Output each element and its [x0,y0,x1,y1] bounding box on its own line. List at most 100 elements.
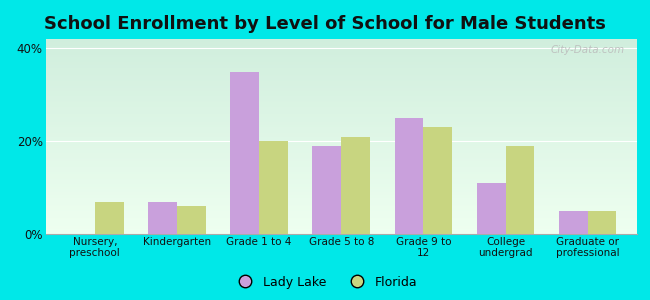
Bar [46,187,637,188]
Bar [46,57,637,58]
Bar [46,198,637,200]
Bar [46,169,637,171]
Bar [46,143,637,145]
Bar [46,127,637,128]
Bar [46,232,637,234]
Bar [46,71,637,73]
Bar [46,146,637,148]
Bar [588,211,616,234]
Bar [46,86,637,88]
Bar [46,176,637,177]
Bar [46,159,637,161]
Bar [46,85,637,86]
Bar [46,60,637,62]
Bar [313,146,341,234]
Bar [46,133,637,135]
Bar [46,166,637,167]
Bar [46,224,637,226]
Bar [46,70,637,71]
Text: City-Data.com: City-Data.com [551,45,625,55]
Bar [46,109,637,110]
Bar [46,200,637,202]
Bar [46,88,637,89]
Bar [46,167,637,169]
Bar [46,94,637,96]
Bar [46,114,637,116]
Bar [259,141,288,234]
Bar [46,226,637,227]
Bar [46,101,637,102]
Bar [46,188,637,190]
Bar [506,146,534,234]
Bar [46,205,637,206]
Bar [46,180,637,182]
Bar [46,206,637,208]
Bar [46,141,637,143]
Bar [46,219,637,221]
Bar [46,96,637,98]
Bar [46,67,637,68]
Bar [46,136,637,138]
Bar [46,151,637,153]
Bar [46,47,637,49]
Bar [46,161,637,163]
Bar [559,211,588,234]
Bar [46,145,637,146]
Bar [46,83,637,85]
Bar [46,218,637,219]
Bar [46,73,637,75]
Bar [46,93,637,94]
Text: School Enrollment by Level of School for Male Students: School Enrollment by Level of School for… [44,15,606,33]
Bar [46,63,637,65]
Bar [46,78,637,80]
Bar [46,107,637,109]
Bar [46,184,637,185]
Bar [46,211,637,213]
Bar [46,156,637,158]
Bar [46,214,637,216]
Bar [46,148,637,149]
Bar [46,81,637,83]
Bar [46,42,637,44]
Bar [477,183,506,234]
Bar [395,118,423,234]
Bar [46,91,637,93]
Bar [46,130,637,132]
Bar [46,227,637,229]
Bar [46,229,637,231]
Bar [46,171,637,172]
Bar [177,206,205,234]
Bar [46,190,637,192]
Bar [46,55,637,57]
Bar [46,221,637,223]
Bar [341,136,370,234]
Bar [46,154,637,156]
Bar [46,185,637,187]
Bar [148,202,177,234]
Bar [46,163,637,164]
Bar [46,80,637,81]
Bar [46,54,637,55]
Bar [46,58,637,60]
Bar [46,140,637,141]
Bar [46,128,637,130]
Bar [46,118,637,120]
Bar [46,223,637,224]
Bar [46,210,637,211]
Bar [46,52,637,54]
Bar [46,153,637,154]
Bar [46,213,637,214]
Bar [46,158,637,159]
Bar [46,117,637,118]
Legend: Lady Lake, Florida: Lady Lake, Florida [227,271,422,294]
Bar [46,125,637,127]
Bar [46,196,637,198]
Bar [46,208,637,210]
Bar [46,135,637,136]
Bar [46,68,637,70]
Bar [46,149,637,151]
Bar [46,110,637,112]
Bar [46,174,637,176]
Bar [46,202,637,203]
Bar [46,120,637,122]
